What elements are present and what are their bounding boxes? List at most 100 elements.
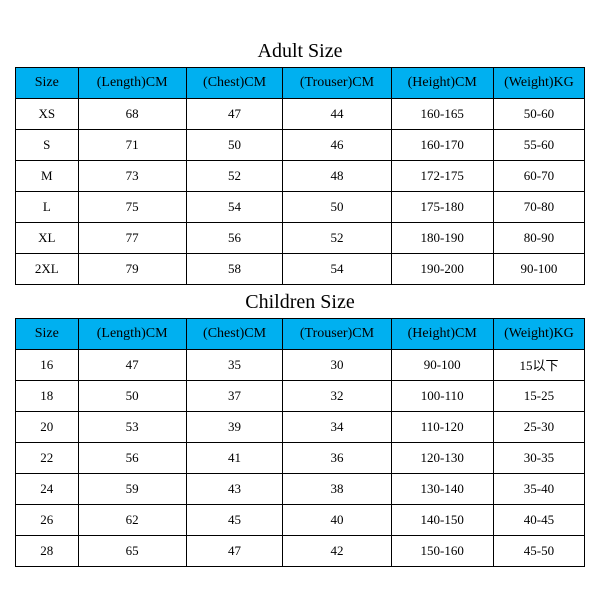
table-row: 20533934110-12025-30 [16,411,585,442]
col-weight: (Weight)KG [493,67,584,98]
table-cell: 160-170 [391,129,493,160]
table-cell: 172-175 [391,160,493,191]
col-chest: (Chest)CM [186,318,283,349]
table-cell: 70-80 [493,191,584,222]
table-cell: 44 [283,98,391,129]
table-cell: 110-120 [391,411,493,442]
table-cell: 54 [283,253,391,284]
col-size: Size [16,67,79,98]
table-header-row: Size (Length)CM (Chest)CM (Trouser)CM (H… [16,67,585,98]
table-cell: 47 [186,535,283,566]
table-cell: 40 [283,504,391,535]
table-cell: M [16,160,79,191]
table-cell: 24 [16,473,79,504]
col-height: (Height)CM [391,67,493,98]
table-cell: XL [16,222,79,253]
table-cell: 45 [186,504,283,535]
table-cell: 62 [78,504,186,535]
table-cell: 48 [283,160,391,191]
table-row: 28654742150-16045-50 [16,535,585,566]
table-cell: 18 [16,380,79,411]
table-cell: 120-130 [391,442,493,473]
table-cell: 190-200 [391,253,493,284]
table-cell: 79 [78,253,186,284]
table-cell: 30 [283,349,391,380]
table-cell: 56 [186,222,283,253]
table-cell: 22 [16,442,79,473]
size-chart-container: Adult Size Size (Length)CM (Chest)CM (Tr… [15,34,585,567]
table-cell: 32 [283,380,391,411]
table-cell: 43 [186,473,283,504]
table-cell: 52 [283,222,391,253]
table-row: 24594338130-14035-40 [16,473,585,504]
table-cell: 80-90 [493,222,584,253]
table-cell: 47 [78,349,186,380]
table-row: L755450175-18070-80 [16,191,585,222]
table-cell: 41 [186,442,283,473]
col-height: (Height)CM [391,318,493,349]
table-cell: 54 [186,191,283,222]
children-title: Children Size [15,291,585,314]
table-row: M735248172-17560-70 [16,160,585,191]
table-cell: 26 [16,504,79,535]
table-cell: 100-110 [391,380,493,411]
table-cell: 56 [78,442,186,473]
table-cell: 59 [78,473,186,504]
adult-title: Adult Size [15,40,585,63]
table-cell: 36 [283,442,391,473]
table-row: XL775652180-19080-90 [16,222,585,253]
table-cell: 75 [78,191,186,222]
table-cell: 15-25 [493,380,584,411]
col-chest: (Chest)CM [186,67,283,98]
table-cell: 150-160 [391,535,493,566]
table-cell: 160-165 [391,98,493,129]
table-cell: 35 [186,349,283,380]
table-row: S715046160-17055-60 [16,129,585,160]
children-tbody: 1647353090-10015以下18503732100-11015-2520… [16,349,585,566]
col-trouser: (Trouser)CM [283,67,391,98]
table-cell: 180-190 [391,222,493,253]
table-cell: S [16,129,79,160]
table-cell: 55-60 [493,129,584,160]
table-cell: 25-30 [493,411,584,442]
table-cell: 50 [283,191,391,222]
table-cell: 90-100 [391,349,493,380]
table-cell: 50 [78,380,186,411]
table-row: 2XL795854190-20090-100 [16,253,585,284]
table-cell: 77 [78,222,186,253]
table-header-row: Size (Length)CM (Chest)CM (Trouser)CM (H… [16,318,585,349]
table-cell: 50-60 [493,98,584,129]
table-cell: 20 [16,411,79,442]
table-cell: 35-40 [493,473,584,504]
table-cell: 38 [283,473,391,504]
table-cell: 53 [78,411,186,442]
table-cell: 34 [283,411,391,442]
table-cell: 58 [186,253,283,284]
table-cell: L [16,191,79,222]
table-row: XS684744160-16550-60 [16,98,585,129]
table-cell: 30-35 [493,442,584,473]
table-row: 1647353090-10015以下 [16,349,585,380]
col-length: (Length)CM [78,67,186,98]
col-size: Size [16,318,79,349]
adult-size-table: Size (Length)CM (Chest)CM (Trouser)CM (H… [15,67,585,285]
table-row: 22564136120-13030-35 [16,442,585,473]
adult-tbody: XS684744160-16550-60S715046160-17055-60M… [16,98,585,284]
table-cell: 16 [16,349,79,380]
table-cell: 45-50 [493,535,584,566]
table-cell: 60-70 [493,160,584,191]
table-cell: 52 [186,160,283,191]
table-row: 26624540140-15040-45 [16,504,585,535]
table-cell: 73 [78,160,186,191]
table-cell: 2XL [16,253,79,284]
table-cell: 37 [186,380,283,411]
table-cell: 46 [283,129,391,160]
col-length: (Length)CM [78,318,186,349]
table-cell: XS [16,98,79,129]
table-cell: 47 [186,98,283,129]
table-cell: 140-150 [391,504,493,535]
table-cell: 15以下 [493,349,584,380]
children-size-table: Size (Length)CM (Chest)CM (Trouser)CM (H… [15,318,585,567]
table-cell: 130-140 [391,473,493,504]
table-row: 18503732100-11015-25 [16,380,585,411]
